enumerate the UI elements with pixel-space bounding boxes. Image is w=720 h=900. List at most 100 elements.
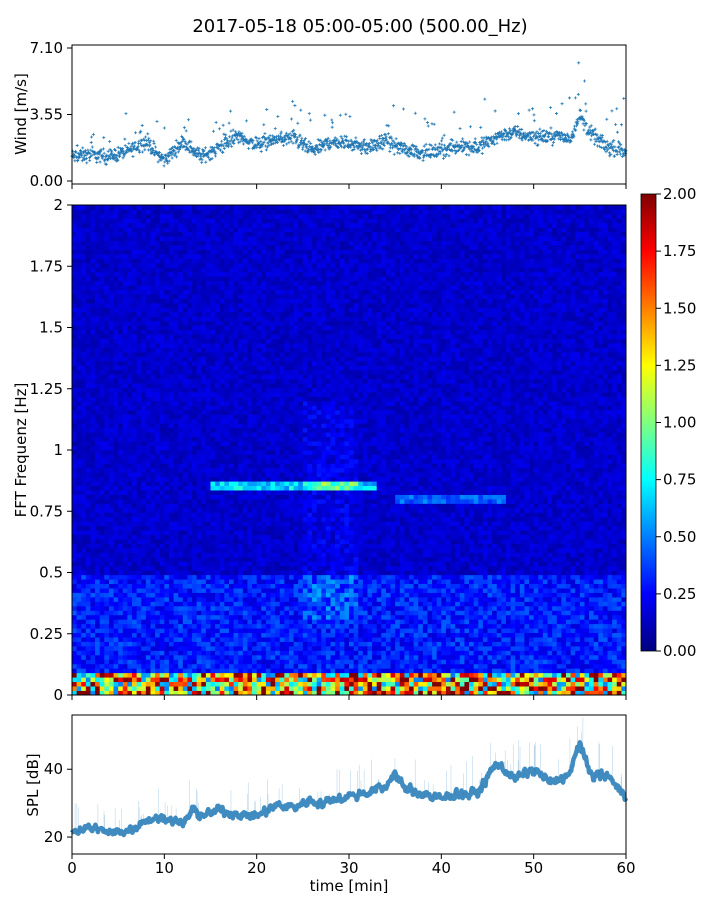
spectrogram-cell [90,245,96,250]
spectrogram-cell [164,494,170,500]
spectrogram-cell [136,570,142,576]
wind-point [307,112,311,116]
spectrogram-cell [141,476,147,482]
spectrogram-cell [72,579,78,585]
wind-point [315,144,319,148]
spectrogram-cell [113,432,119,438]
spectrogram-cell [122,677,128,683]
spectrogram-cell [178,481,184,487]
spectrogram-cell [168,521,174,527]
spectrogram-cell [150,352,156,357]
spectrogram-cell [127,628,133,634]
spectrogram-cell [210,441,216,446]
spectrogram-cell [150,218,156,224]
spectrogram-cell [95,289,101,295]
spectrogram-cell [118,392,124,397]
spectrogram-cell [76,441,82,446]
spectrogram-cell [95,450,101,455]
spectrogram-cell [150,454,156,460]
spectrogram-cell [132,436,138,442]
spectrogram-cell [141,574,147,580]
spectrogram-cell [173,369,179,375]
spectrogram-cell [215,543,221,549]
spectrogram-cell [159,672,165,678]
wind-point [427,147,431,151]
spectrogram-cell [205,454,211,460]
spectrogram-cell [196,365,202,371]
spectrogram-cell [76,583,82,589]
spectrogram-cell [150,271,156,277]
spectrogram-cell [192,512,198,518]
spectrogram-cell [205,209,211,215]
spectrogram-cell [168,476,174,482]
spectrogram-cell [85,637,91,642]
wind-point [297,144,301,148]
spectrogram-cell [95,601,101,607]
spectrogram-cell [90,521,96,527]
wind-point [222,132,226,136]
spectrogram-cell [132,650,138,656]
spectrogram-cell [81,565,87,571]
spectrogram-cell [104,458,110,464]
spectrogram-cell [104,450,110,455]
spectrogram-cell [201,663,207,669]
spectrogram-cell [81,409,87,415]
spectrogram-cell [127,556,133,562]
wind-point [393,141,397,145]
spectrogram-cell [145,681,151,687]
spectrogram-cell [95,365,101,371]
spectrogram-cell [192,347,198,353]
spectrogram-cell [201,236,207,242]
spectrogram-cell [136,271,142,277]
spectrogram-cell [215,476,221,482]
spectrogram-cell [145,481,151,487]
spectrogram-cell [113,222,119,228]
spectrogram-cell [81,686,87,691]
wind-point [560,102,564,106]
spectrogram-cell [205,574,211,580]
spectrogram-cell [81,338,87,344]
wind-point [112,152,116,156]
wind-point [368,144,372,148]
spectrogram-cell [136,450,142,455]
spectrogram-cell [99,338,105,344]
spectrogram-cell [90,552,96,558]
spectrogram-cell [104,677,110,683]
spectrogram-cell [81,530,87,536]
spectrogram-cell [205,343,211,348]
spectrogram-cell [141,360,147,366]
spectrogram-cell [136,334,142,340]
spectrogram-cell [113,503,119,509]
spectrogram-cell [178,271,184,277]
wind-point [396,151,400,155]
spectrogram-cell [90,490,96,495]
spectrogram-cell [205,441,211,446]
spectrogram-cell [113,583,119,589]
wind-point [593,142,597,146]
spectrogram-cell [99,592,105,598]
spectrogram-cell [173,218,179,224]
spectrogram-cell [145,637,151,642]
spectrogram-cell [150,325,156,331]
spectrogram-cell [215,588,221,593]
spectrogram-cell [141,499,147,504]
spectrogram-cell [108,463,114,469]
wind-point [482,145,486,149]
spectrogram-cell [122,597,128,602]
spectrogram-cell [90,311,96,317]
spectrogram-cell [108,686,114,691]
wind-point [212,146,216,150]
spectrogram-cell [127,338,133,344]
spectrogram-cell [85,458,91,464]
spectrogram-cell [173,213,179,219]
spectrogram-cell [72,303,78,308]
spectrogram-cell [155,231,161,237]
spectrogram-cell [118,570,124,576]
spectrogram-cell [99,588,105,593]
wind-point [537,138,541,142]
spectrogram-cell [164,592,170,598]
spectrogram-cell [150,592,156,598]
spectrogram-cell [113,289,119,295]
spectrogram-cell [141,254,147,259]
spectrogram-cell [187,490,193,495]
